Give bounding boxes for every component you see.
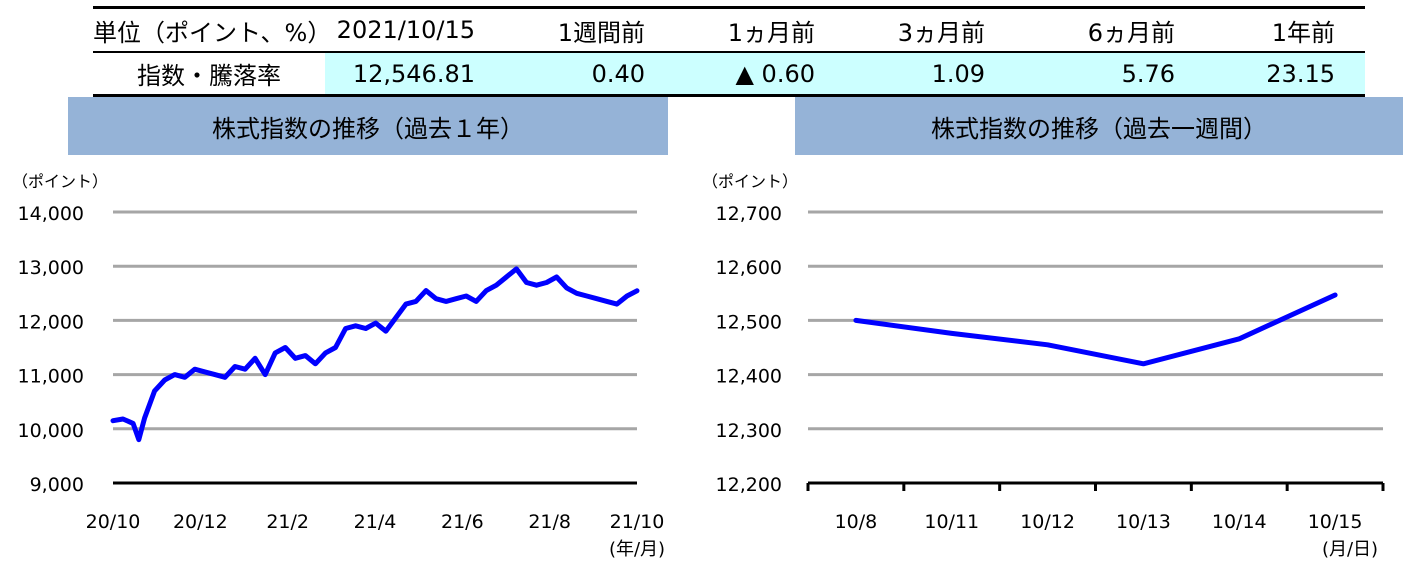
y-tick-label: 10,000 xyxy=(18,420,84,442)
summary-table: 単位（ポイント、%） 2021/10/15 1週間前 1ヵ月前 3ヵ月前 6ヵ月… xyxy=(93,6,1365,97)
y-tick-label: 14,000 xyxy=(18,203,84,225)
y-tick-label: 12,500 xyxy=(716,311,782,333)
chart-year: （ポイント） 9,000 10,000 11,000 12,000 13,000 14,00… xyxy=(12,172,665,560)
x-tick-label: 21/6 xyxy=(441,511,484,533)
y-tick-label: 12,300 xyxy=(716,420,782,442)
y-tick-label: 12,000 xyxy=(18,311,84,333)
y-tick-label: 12,200 xyxy=(716,474,782,496)
chart-title-week: 株式指数の推移（過去一週間） xyxy=(795,97,1403,155)
row-label: 指数・騰落率 xyxy=(137,62,281,90)
y-unit-label: （ポイント） xyxy=(702,172,798,191)
x-tick-label: 21/2 xyxy=(266,511,309,533)
series-line xyxy=(853,292,1338,367)
x-tick-label: 21/8 xyxy=(528,511,571,533)
x-unit-label: (月/日) xyxy=(1322,539,1378,560)
index-value: 12,546.81 xyxy=(325,53,505,94)
x-tick-label: 10/12 xyxy=(1020,511,1075,533)
x-tick-label: 10/15 xyxy=(1308,511,1363,533)
y-tick-label: 12,400 xyxy=(716,366,782,388)
date-header: 2021/10/15 xyxy=(336,16,475,44)
unit-header: 単位（ポイント、%） xyxy=(93,18,332,47)
summary-header-row: 単位（ポイント、%） 2021/10/15 1週間前 1ヵ月前 3ヵ月前 6ヵ月… xyxy=(93,6,1365,53)
x-tick-label: 21/4 xyxy=(354,511,397,533)
summary-values-row: 指数・騰落率 12,546.81 0.40 ▲ 0.60 1.09 5.76 2… xyxy=(93,53,1365,97)
chart-week: （ポイント） 12,200 12,300 12,400 12,500 12,600 12,7… xyxy=(702,172,1385,560)
series-line xyxy=(110,266,640,443)
6m-header: 6ヵ月前 xyxy=(1087,18,1175,47)
y-tick-label: 9,000 xyxy=(30,474,84,496)
y-tick-label: 11,000 xyxy=(18,366,84,388)
3m-header: 3ヵ月前 xyxy=(897,18,985,47)
chart-title-year: 株式指数の推移（過去１年） xyxy=(68,97,668,155)
y-tick-label: 13,000 xyxy=(18,257,84,279)
x-tick-label: 10/8 xyxy=(835,511,878,533)
x-tick-label: 21/10 xyxy=(610,511,665,533)
x-tick-label: 10/11 xyxy=(924,511,979,533)
change-1m: ▲ 0.60 xyxy=(675,53,845,94)
change-1w: 0.40 xyxy=(505,53,675,94)
change-6m: 5.76 xyxy=(1015,53,1205,94)
1m-header: 1ヵ月前 xyxy=(727,18,815,47)
y-tick-label: 12,700 xyxy=(716,203,782,225)
1y-header: 1年前 xyxy=(1271,18,1335,47)
x-tick-label: 10/13 xyxy=(1116,511,1171,533)
x-tick-label: 20/12 xyxy=(173,511,228,533)
y-tick-label: 12,600 xyxy=(716,257,782,279)
x-tick-label: 20/10 xyxy=(86,511,141,533)
change-3m: 1.09 xyxy=(845,53,1015,94)
change-1y: 23.15 xyxy=(1205,53,1365,94)
x-unit-label: (年/月) xyxy=(609,539,665,560)
1w-header: 1週間前 xyxy=(557,18,645,47)
x-tick-label: 10/14 xyxy=(1212,511,1267,533)
y-unit-label: （ポイント） xyxy=(12,172,108,191)
